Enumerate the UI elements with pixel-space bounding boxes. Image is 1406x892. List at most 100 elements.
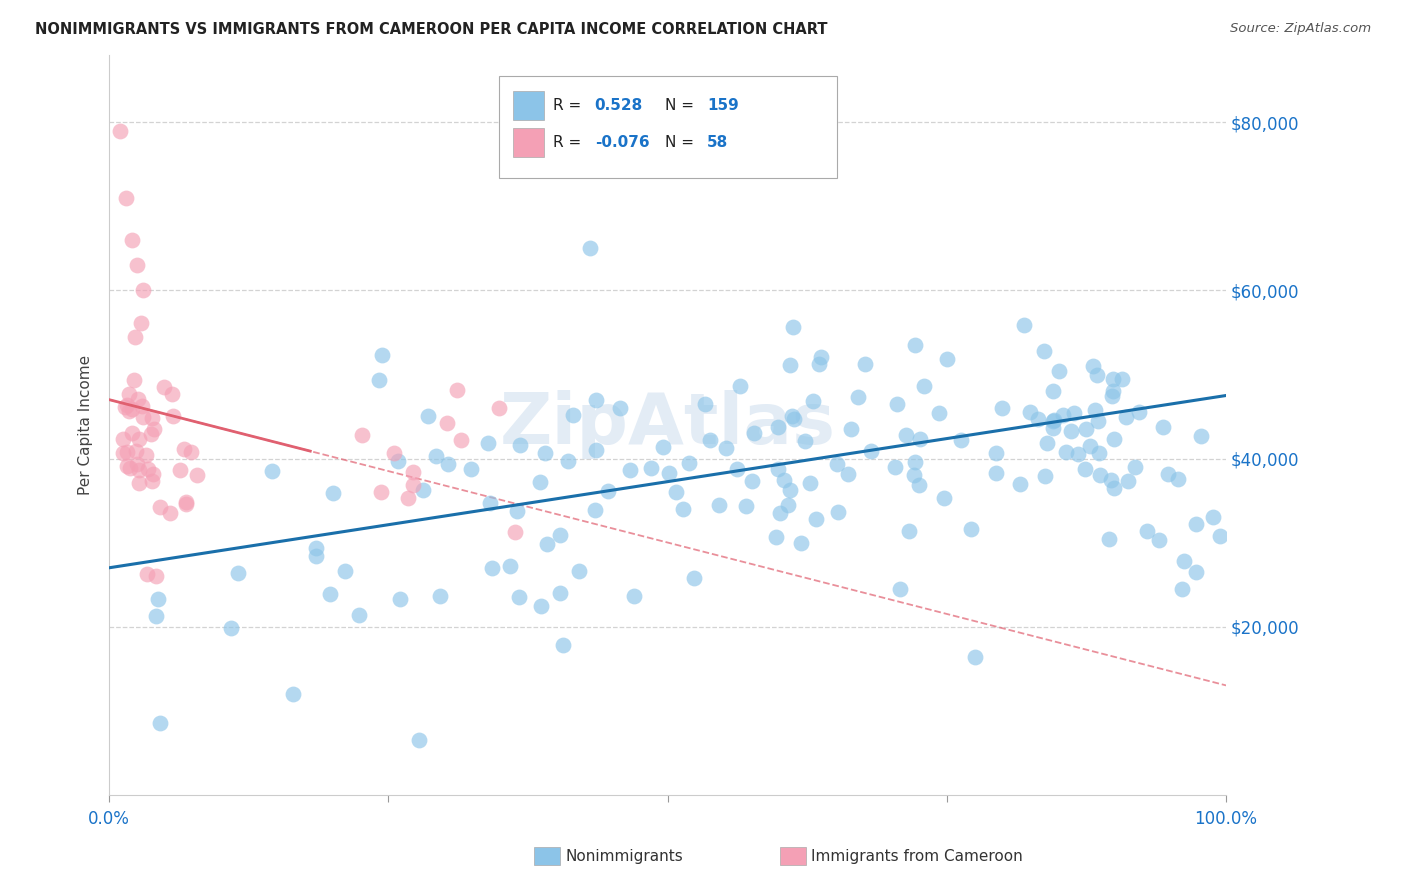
Point bbox=[499, 558, 522, 573]
Point bbox=[1116, 474, 1139, 488]
Point bbox=[149, 500, 172, 515]
Point bbox=[111, 432, 134, 446]
Text: ZipAtlas: ZipAtlas bbox=[499, 391, 835, 459]
Point bbox=[1170, 582, 1192, 596]
Point bbox=[1063, 407, 1085, 421]
Point bbox=[115, 444, 138, 458]
Point bbox=[283, 687, 305, 701]
Text: N =: N = bbox=[665, 98, 699, 112]
Point bbox=[124, 373, 146, 387]
Point bbox=[735, 499, 758, 513]
Point bbox=[903, 467, 925, 482]
Point bbox=[174, 497, 197, 511]
Point bbox=[827, 505, 849, 519]
Point bbox=[388, 592, 411, 607]
Point bbox=[141, 474, 163, 488]
Point bbox=[904, 455, 927, 469]
Point bbox=[169, 463, 191, 477]
Point bbox=[111, 446, 134, 460]
Point bbox=[142, 467, 165, 481]
Text: Immigrants from Cameroon: Immigrants from Cameroon bbox=[811, 849, 1024, 863]
Point bbox=[932, 491, 955, 506]
Point bbox=[1202, 510, 1225, 524]
Point bbox=[1157, 467, 1180, 481]
Point bbox=[479, 496, 502, 510]
Point bbox=[1128, 405, 1150, 419]
Point bbox=[416, 409, 439, 423]
Point bbox=[904, 337, 927, 351]
Point bbox=[1173, 554, 1195, 568]
Point bbox=[446, 383, 468, 397]
Point bbox=[1123, 460, 1146, 475]
Point bbox=[665, 485, 688, 500]
Point bbox=[1102, 432, 1125, 446]
Point bbox=[477, 436, 499, 450]
Point bbox=[1166, 472, 1188, 486]
Point bbox=[548, 528, 571, 542]
Point bbox=[145, 608, 167, 623]
Point bbox=[837, 467, 859, 482]
Point bbox=[319, 587, 342, 601]
Point bbox=[408, 733, 430, 747]
Point bbox=[260, 464, 283, 478]
Point bbox=[534, 446, 557, 460]
Point bbox=[1189, 428, 1212, 442]
Point bbox=[1136, 524, 1159, 539]
Point bbox=[1036, 436, 1059, 450]
Point bbox=[1152, 419, 1174, 434]
Point bbox=[807, 357, 830, 371]
Point bbox=[371, 348, 394, 362]
Point bbox=[305, 549, 328, 564]
Point bbox=[121, 233, 143, 247]
Point bbox=[671, 501, 693, 516]
Point bbox=[186, 468, 208, 483]
Point bbox=[149, 716, 172, 731]
Point bbox=[509, 437, 531, 451]
Point bbox=[825, 457, 848, 471]
Point bbox=[557, 454, 579, 468]
Point bbox=[1060, 424, 1083, 438]
Text: Source: ZipAtlas.com: Source: ZipAtlas.com bbox=[1230, 22, 1371, 36]
Point bbox=[801, 393, 824, 408]
Point bbox=[950, 433, 973, 447]
Point bbox=[908, 433, 931, 447]
Point bbox=[1098, 532, 1121, 546]
Point bbox=[429, 590, 451, 604]
Point bbox=[884, 460, 907, 475]
Point bbox=[1099, 473, 1122, 487]
Point bbox=[936, 351, 959, 366]
Point bbox=[1115, 410, 1137, 425]
Y-axis label: Per Capita Income: Per Capita Income bbox=[79, 355, 93, 495]
Point bbox=[1185, 566, 1208, 580]
Point bbox=[402, 477, 425, 491]
Point bbox=[402, 465, 425, 479]
Point bbox=[742, 426, 765, 441]
Point bbox=[707, 498, 730, 512]
Point bbox=[585, 443, 607, 458]
Point bbox=[1054, 445, 1077, 459]
Point bbox=[794, 434, 817, 448]
Point bbox=[162, 409, 184, 423]
Point bbox=[1101, 388, 1123, 402]
Point bbox=[1087, 414, 1109, 428]
Point bbox=[131, 410, 153, 425]
Point bbox=[991, 401, 1014, 415]
Point bbox=[127, 392, 149, 406]
Point bbox=[693, 397, 716, 411]
Point bbox=[180, 445, 202, 459]
Point bbox=[153, 380, 176, 394]
Point bbox=[984, 466, 1007, 480]
Point bbox=[1014, 318, 1036, 332]
Point bbox=[699, 433, 721, 447]
Point bbox=[960, 522, 983, 536]
Point bbox=[1185, 517, 1208, 532]
Point bbox=[561, 408, 583, 422]
Point bbox=[437, 457, 460, 471]
Point bbox=[425, 449, 447, 463]
Point bbox=[508, 590, 530, 604]
Point bbox=[1084, 403, 1107, 417]
Point bbox=[683, 571, 706, 585]
Point bbox=[132, 284, 155, 298]
Point bbox=[598, 483, 620, 498]
Point bbox=[349, 607, 371, 622]
